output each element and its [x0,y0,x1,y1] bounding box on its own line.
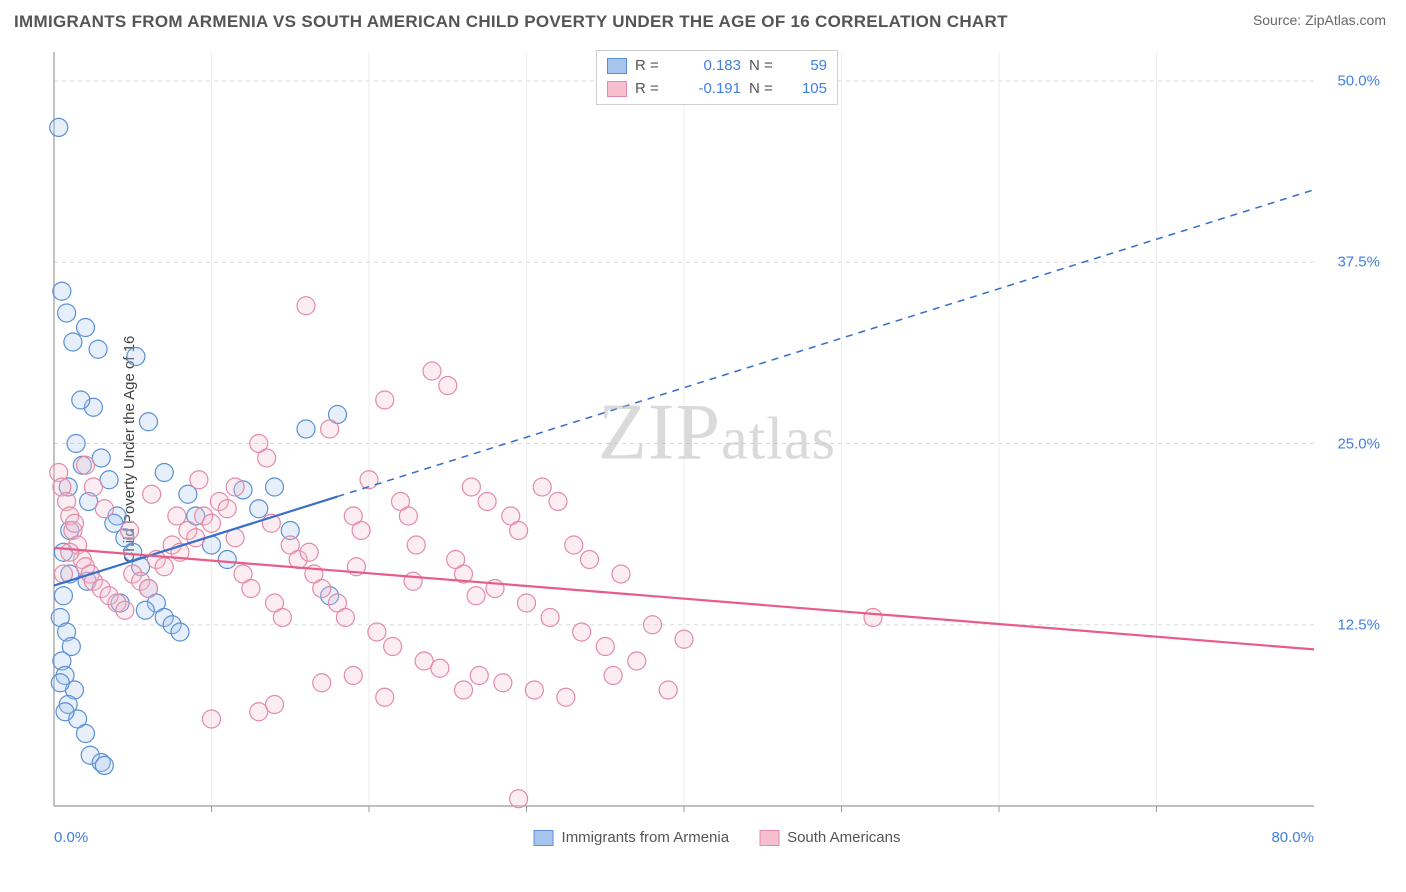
x-tick-label: 0.0% [54,829,88,846]
legend-label-south-american: South Americans [787,829,900,846]
source-link[interactable]: ZipAtlas.com [1305,12,1386,28]
legend-swatch-south-american-icon [759,830,779,846]
chart-title: IMMIGRANTS FROM ARMENIA VS SOUTH AMERICA… [14,12,1008,32]
stat-n-value-south-american: 105 [785,78,827,101]
y-tick-label: 50.0% [1337,72,1380,89]
legend-swatch-armenia-icon [534,830,554,846]
stat-r-value-south-american: -0.191 [671,78,741,101]
stat-r-label: R = [635,78,663,101]
stat-n-value-armenia: 59 [785,55,827,78]
stat-n-label: N = [749,55,777,78]
source-label: Source: [1253,12,1301,28]
series-legend: Immigrants from Armenia South Americans [534,829,901,846]
legend-swatch-armenia [607,58,627,74]
legend-row-south-american: R = -0.191 N = 105 [607,78,827,101]
source-attribution: Source: ZipAtlas.com [1253,12,1386,28]
legend-item-armenia: Immigrants from Armenia [534,829,730,846]
x-tick-label: 80.0% [1271,829,1314,846]
legend-swatch-south-american [607,81,627,97]
y-tick-label: 37.5% [1337,254,1380,271]
scatter-plot-svg [48,46,1386,852]
stat-n-label: N = [749,78,777,101]
chart-area: Child Poverty Under the Age of 16 ZIPatl… [48,46,1386,852]
y-tick-label: 12.5% [1337,616,1380,633]
chart-header: IMMIGRANTS FROM ARMENIA VS SOUTH AMERICA… [0,0,1406,36]
legend-row-armenia: R = 0.183 N = 59 [607,55,827,78]
stat-r-value-armenia: 0.183 [671,55,741,78]
legend-label-armenia: Immigrants from Armenia [562,829,730,846]
y-tick-label: 25.0% [1337,435,1380,452]
correlation-legend: R = 0.183 N = 59 R = -0.191 N = 105 [596,50,838,105]
stat-r-label: R = [635,55,663,78]
legend-item-south-american: South Americans [759,829,900,846]
